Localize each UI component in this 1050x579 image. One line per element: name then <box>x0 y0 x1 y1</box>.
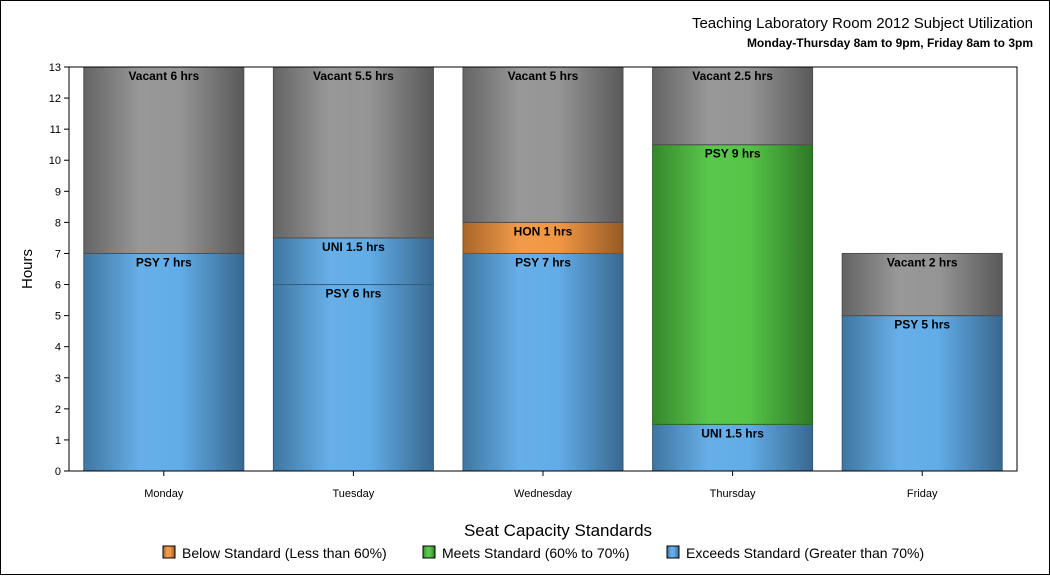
y-tick-label: 2 <box>55 404 61 416</box>
segment-label-tuesday-0: PSY 6 hrs <box>325 287 381 301</box>
x-tick-label-wednesday: Wednesday <box>514 488 572 500</box>
chart-title: Teaching Laboratory Room 2012 Subject Ut… <box>692 15 1033 32</box>
bar-segment-wednesday-1 <box>462 221 624 254</box>
segment-label-tuesday-2: Vacant 5.5 hrs <box>313 69 394 83</box>
bar-segment-tuesday-2 <box>272 66 434 239</box>
legend-label-meets: Meets Standard (60% to 70%) <box>442 545 630 561</box>
y-tick-label: 13 <box>49 62 61 74</box>
y-tick-label: 1 <box>55 435 61 447</box>
y-axis-label: Hours <box>19 249 36 289</box>
legend-label-below: Below Standard (Less than 60%) <box>182 545 387 561</box>
legend-title: Seat Capacity Standards <box>464 521 652 540</box>
segment-label-wednesday-1: HON 1 hrs <box>514 224 573 238</box>
segment-label-monday-0: PSY 7 hrs <box>136 255 192 269</box>
y-tick-label: 0 <box>55 466 61 478</box>
segment-label-thursday-1: PSY 9 hrs <box>705 147 761 161</box>
bar-segment-wednesday-2 <box>462 66 624 223</box>
y-tick-label: 8 <box>55 217 61 229</box>
y-tick-label: 12 <box>49 93 61 105</box>
y-tick-label: 7 <box>55 248 61 260</box>
x-tick-label-monday: Monday <box>144 488 184 500</box>
segment-label-monday-1: Vacant 6 hrs <box>128 69 199 83</box>
legend-swatch-meets <box>422 545 436 559</box>
y-tick-label: 11 <box>50 124 61 136</box>
bar-segment-friday-0 <box>841 315 1003 472</box>
y-tick-label: 9 <box>55 186 61 198</box>
x-tick-label-tuesday: Tuesday <box>333 488 375 500</box>
y-tick-label: 4 <box>55 342 61 354</box>
segment-label-friday-0: PSY 5 hrs <box>894 318 950 332</box>
legend: Below Standard (Less than 60%) Meets Stan… <box>162 545 924 561</box>
y-tick-label: 3 <box>55 373 61 385</box>
bar-segment-thursday-1 <box>652 144 814 425</box>
bar-segment-monday-1 <box>83 66 245 254</box>
chart-subtitle: Monday-Thursday 8am to 9pm, Friday 8am t… <box>747 36 1033 50</box>
x-tick-label-friday: Friday <box>907 488 938 500</box>
bar-segment-friday-1 <box>841 252 1003 317</box>
bar-segment-tuesday-0 <box>272 284 434 472</box>
bar-segment-monday-0 <box>83 252 245 472</box>
y-tick-label: 6 <box>55 280 61 292</box>
legend-label-exceeds: Exceeds Standard (Greater than 70%) <box>686 545 924 561</box>
segment-label-thursday-2: Vacant 2.5 hrs <box>692 69 773 83</box>
bar-segment-wednesday-0 <box>462 252 624 472</box>
legend-swatch-exceeds <box>666 545 680 559</box>
segment-label-thursday-0: UNI 1.5 hrs <box>701 426 764 440</box>
y-tick-label: 5 <box>55 311 61 323</box>
legend-swatch-below <box>162 545 176 559</box>
segment-label-friday-1: Vacant 2 hrs <box>887 255 958 269</box>
y-tick-label: 10 <box>49 155 61 167</box>
segment-label-wednesday-2: Vacant 5 hrs <box>508 69 579 83</box>
segment-label-wednesday-0: PSY 7 hrs <box>515 255 571 269</box>
x-tick-label-thursday: Thursday <box>710 488 756 500</box>
bar-segment-thursday-2 <box>652 66 814 146</box>
bar-segment-tuesday-1 <box>272 237 434 286</box>
segment-label-tuesday-1: UNI 1.5 hrs <box>322 240 385 254</box>
